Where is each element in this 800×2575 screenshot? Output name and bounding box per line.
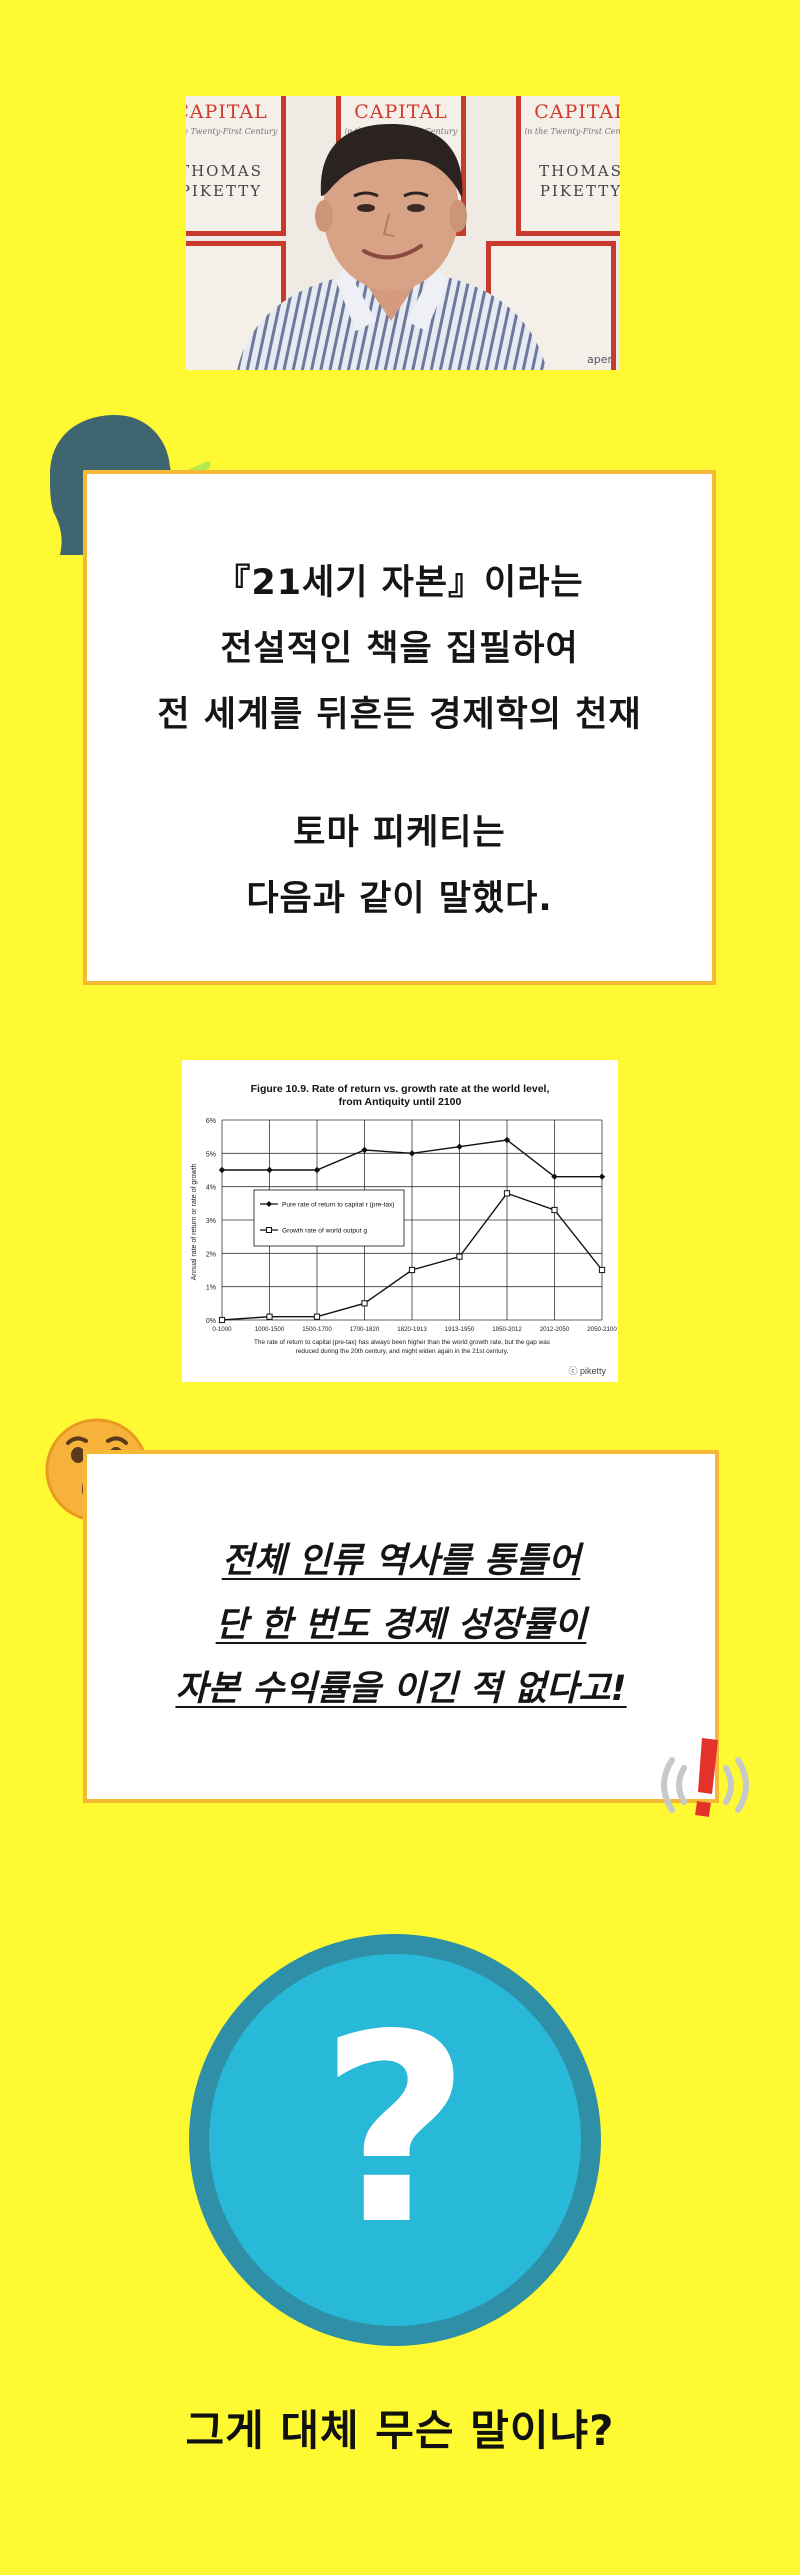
claim-line: 자본 수익률을 이긴 적 없다고! [175,1669,627,1709]
data-point [361,1146,368,1154]
data-point [313,1166,321,1174]
claim-line: 단 한 번도 경제 성장률이 [215,1605,587,1645]
y-tick-label: 4% [206,1185,216,1192]
data-point [456,1253,463,1260]
y-tick-label: 5% [206,1151,216,1158]
book-subtitle: in the Twenty-First Century [524,127,620,136]
x-tick-label: 1820-1913 [397,1326,427,1333]
data-point [456,1143,463,1150]
chart-legend [253,1189,405,1247]
intro-line: 전설적인 책을 집필하여 [220,629,579,669]
x-tick-label: 1950-2012 [492,1326,522,1333]
book-title: CAPITAL [354,101,448,123]
x-tick-label: 0-1000 [212,1326,232,1333]
intro-line: 『21세기 자본』이라는 [215,563,584,603]
y-tick-label: 3% [206,1218,216,1225]
legend-label: Pure rate of return to capital r (pre-ta… [282,1202,395,1209]
rate-of-return-chart: Figure 10.9. Rate of return vs. growth r… [182,1060,618,1382]
data-point [361,1300,368,1307]
data-point [218,1316,226,1324]
intro-line: 전 세계를 뒤흔든 경제학의 천재 [157,695,642,735]
book-cover: CAPITAL in the Twenty-First Century THOM… [516,96,620,236]
claim-line: 전체 인류 역사를 통틀어 [221,1541,581,1581]
legend-label: Growth rate of world output g [282,1228,367,1235]
book-title: CAPITAL [186,101,268,123]
closing-question: 그게 대체 무슨 말이냐? [185,2406,615,2455]
question-symbol: ? [320,1980,471,2282]
y-tick-label: 2% [206,1251,216,1258]
author-photo: CAPITAL in the Twenty-First Century THOM… [186,96,620,370]
intro-line: 다음과 같이 말했다. [246,879,553,919]
photo-credit: aper [586,353,612,366]
book-title: CAPITAL [534,101,620,123]
intro-line: 토마 피케티는 [293,813,506,853]
quote-intro-card: 『21세기 자본』이라는 전설적인 책을 집필하여 전 세계를 뒤흔든 경제학의… [83,470,716,985]
claim-card: 전체 인류 역사를 통틀어 단 한 번도 경제 성장률이 자본 수익률을 이긴 … [83,1450,719,1803]
chart-note: reduced during the 20th century, and mig… [296,1348,509,1355]
data-point [598,1266,606,1274]
chart-ylabel: Annual rate of return or rate of growth [191,1164,198,1281]
chart-subtitle: from Antiquity until 2100 [339,1096,462,1108]
data-point [551,1173,558,1180]
data-point [551,1206,558,1214]
chart-title: Figure 10.9. Rate of return vs. growth r… [251,1083,550,1095]
legend-marker [266,1227,272,1233]
book-subtitle: in the Twenty-First Century [186,127,278,136]
x-tick-label: 1913-1950 [445,1326,475,1333]
question-mark-icon: ? [189,1934,601,2346]
alert-mark-icon [661,1738,749,1817]
x-tick-label: 2050-2100 [587,1326,617,1333]
chart-credit: ⓒ piketty [568,1366,606,1376]
person-illustration [237,124,547,370]
y-tick-label: 6% [206,1118,216,1125]
legend-marker [266,1201,272,1207]
data-point [266,1166,273,1174]
x-tick-label: 1700-1820 [350,1326,380,1333]
x-tick-label: 1500-1700 [302,1326,332,1333]
data-point [218,1166,226,1174]
y-tick-label: 0% [206,1318,216,1325]
x-tick-label: 1000-1500 [255,1326,285,1333]
data-point [598,1173,606,1180]
book-cover: CAPITAL in the Twenty-First Century THOM… [186,96,286,236]
x-tick-label: 2012-2050 [540,1326,570,1333]
y-tick-label: 1% [206,1285,216,1292]
data-point [408,1266,416,1274]
data-point [408,1150,416,1157]
data-point [266,1313,273,1320]
chart-svg: Figure 10.9. Rate of return vs. growth r… [191,1083,617,1376]
chart-note: The rate of return to capital (pre-tax) … [254,1339,550,1346]
data-point [503,1190,511,1197]
data-point [313,1313,321,1320]
data-point [503,1136,511,1144]
